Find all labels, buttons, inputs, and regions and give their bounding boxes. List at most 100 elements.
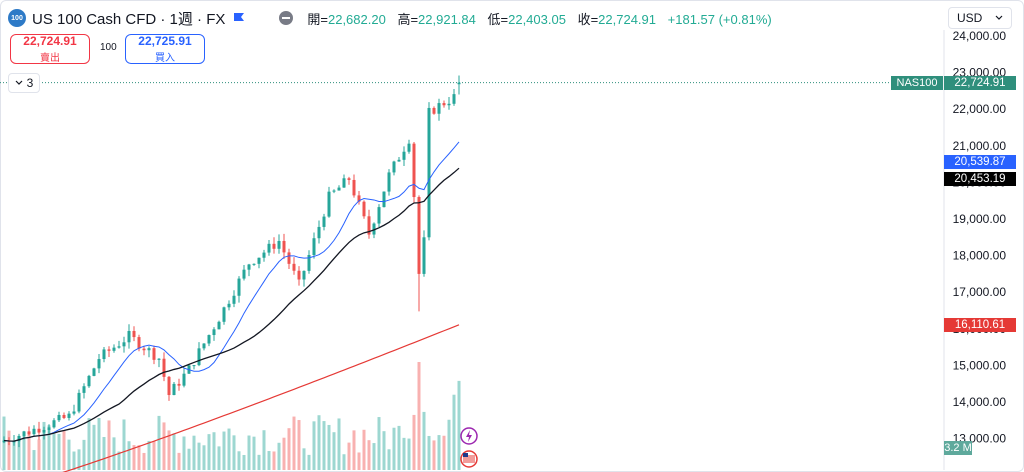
candle-body	[282, 240, 286, 253]
currency-value: USD	[957, 11, 983, 25]
volume-bar	[182, 436, 186, 470]
candle-body	[287, 252, 291, 264]
volume-bar	[297, 420, 301, 470]
volume-bar	[92, 424, 96, 470]
volume-bar	[337, 418, 341, 470]
close-value: 22,724.91	[598, 11, 657, 27]
candle-body	[147, 348, 151, 351]
sell-label: 賣出	[40, 53, 60, 64]
candle-body	[342, 178, 346, 188]
candle-body	[242, 269, 246, 279]
volume-bar	[252, 436, 256, 470]
volume-bar	[147, 440, 151, 470]
candle-body	[167, 376, 171, 396]
volume-bar	[22, 432, 26, 470]
candle-body	[262, 252, 266, 258]
ma-blue-line	[3, 141, 460, 442]
volume-bar	[447, 419, 451, 470]
buy-price: 22,725.91	[138, 34, 192, 48]
volume-bar	[57, 433, 61, 470]
volume-bar	[307, 454, 311, 470]
volume-bar	[302, 448, 306, 470]
volume-bar	[257, 454, 261, 470]
volume-bar	[152, 441, 156, 470]
candle-body	[107, 349, 111, 351]
volume-bar	[357, 452, 361, 470]
candle-body	[62, 414, 66, 418]
candle-body	[347, 178, 351, 180]
sell-button[interactable]: 22,724.91 賣出	[10, 34, 90, 64]
symbol-title[interactable]: US 100 Cash CFD · 1週 · FX	[32, 10, 226, 28]
ma-red-line	[62, 324, 460, 472]
volume-bar	[377, 417, 381, 470]
buy-button[interactable]: 22,725.91 買入	[125, 34, 205, 64]
volume-tag: 3.2 M	[944, 441, 972, 455]
ma-black-tag: 20,453.19	[944, 172, 1016, 186]
low-value: 22,403.05	[508, 11, 566, 27]
volume-bar	[157, 415, 161, 470]
quantity-value[interactable]: 100	[100, 42, 117, 53]
volume-bar	[232, 435, 236, 470]
volume-bar	[197, 442, 201, 470]
candle-body	[102, 349, 106, 360]
volume-bar	[292, 416, 296, 470]
candle-body	[337, 187, 341, 191]
candle-body	[57, 414, 61, 421]
volume-bar	[387, 449, 391, 470]
candle-body	[122, 342, 126, 347]
volume-bar	[137, 445, 141, 470]
candle-body	[372, 223, 376, 235]
volume-bar	[12, 441, 16, 470]
volume-bar	[222, 431, 226, 470]
candle-body	[422, 237, 426, 274]
indicators-toggle[interactable]: 3	[8, 73, 40, 93]
volume-bar	[217, 446, 221, 470]
candle-body	[77, 392, 81, 412]
candle-body	[442, 103, 446, 106]
open-value: 22,682.20	[327, 11, 386, 27]
candle-body	[357, 195, 361, 202]
volume-bar	[442, 435, 446, 470]
candle-body	[247, 264, 251, 270]
volume-bar	[277, 442, 281, 470]
candle-body	[177, 383, 181, 386]
candle-body	[257, 257, 261, 264]
candle-body	[82, 386, 86, 393]
candle-body	[297, 270, 301, 280]
volume-bar	[187, 448, 191, 470]
ma-red-tag: 16,110.61	[944, 318, 1016, 332]
volume-bar	[242, 454, 246, 470]
volume-bar	[212, 432, 216, 470]
candle-body	[272, 243, 276, 249]
volume-bar	[127, 441, 131, 470]
candle-body	[352, 179, 356, 196]
candle-body	[302, 270, 306, 280]
candle-body	[197, 348, 201, 366]
volume-bar	[7, 430, 11, 470]
volume-bar	[382, 431, 386, 470]
flag-icon[interactable]	[233, 12, 245, 24]
volume-bar	[312, 421, 316, 470]
volume-bar	[2, 416, 6, 470]
volume-bar	[37, 439, 41, 470]
candle-body	[457, 82, 461, 85]
volume-bar	[392, 427, 396, 470]
minus-circle-icon[interactable]	[279, 11, 294, 25]
change-value: +181.57 (+0.81%)	[667, 11, 772, 27]
candle-body	[382, 191, 386, 208]
last-price-tag: 22,724.91	[944, 76, 1016, 90]
candle-body	[207, 335, 211, 344]
candle-body	[387, 172, 391, 192]
candle-body	[47, 427, 51, 430]
price-tick-label: 18,000.00	[953, 249, 1007, 263]
price-tick-label: 19,000.00	[953, 212, 1007, 226]
price-tick-label: 17,000.00	[953, 285, 1007, 299]
currency-select[interactable]: USD	[948, 7, 1012, 29]
volume-bar	[437, 435, 441, 470]
ma-black-line	[3, 167, 460, 442]
indicators-count: 3	[26, 76, 34, 90]
volume-bar	[417, 362, 421, 470]
volume-bar	[267, 451, 271, 470]
candle-body	[142, 348, 146, 351]
